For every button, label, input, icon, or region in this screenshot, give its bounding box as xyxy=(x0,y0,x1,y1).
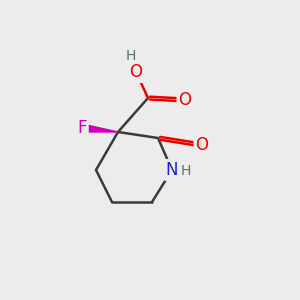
Text: O: O xyxy=(178,91,191,109)
Polygon shape xyxy=(82,124,118,132)
Text: O: O xyxy=(196,136,208,154)
Text: H: H xyxy=(126,49,136,63)
Text: N: N xyxy=(166,161,178,179)
Text: H: H xyxy=(181,164,191,178)
Text: O: O xyxy=(130,63,142,81)
Text: F: F xyxy=(77,119,87,137)
